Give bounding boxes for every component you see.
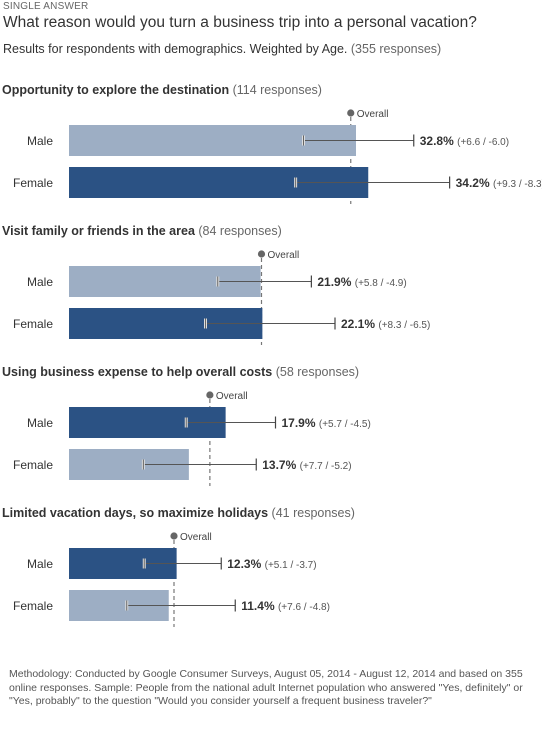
group-response-count: (114 responses) [233,83,322,97]
overall-marker-label: Overall [268,250,300,261]
group-title-text: Visit family or friends in the area [2,224,198,238]
group-response-count: (41 responses) [272,506,355,520]
bar-value-label: 12.3% (+5.1 / -3.7) [227,557,316,571]
overall-marker-dot [347,109,355,117]
bar-category-label: Male [27,557,53,571]
bar-value: 32.8% [420,134,457,148]
bar-value-label: 34.2% (+9.3 / -8.3) [456,176,542,190]
bar-value: 12.3% [227,557,264,571]
survey-bar-chart: Opportunity to explore the destination (… [2,83,542,627]
bar-confidence-interval: (+7.7 / -5.2) [300,461,352,472]
bar-confidence-interval: (+7.6 / -4.8) [278,602,330,613]
group-response-count: (84 responses) [198,224,281,238]
group-title-text: Limited vacation days, so maximize holid… [2,506,272,520]
group-title: Visit family or friends in the area (84 … [2,224,282,238]
overall-marker-dot [206,391,214,399]
overall-marker-label: Overall [216,391,248,402]
group-title-text: Using business expense to help overall c… [2,365,276,379]
question-type-label: SINGLE ANSWER [3,1,89,12]
bar-confidence-interval: (+9.3 / -8.3) [493,179,542,190]
bar-value-label: 21.9% (+5.8 / -4.9) [317,275,406,289]
bar-category-label: Male [27,134,53,148]
group-title: Opportunity to explore the destination (… [2,83,322,97]
subtitle-text: Results for respondents with demographic… [3,42,348,56]
group-title: Limited vacation days, so maximize holid… [2,506,355,520]
bar-value: 21.9% [317,275,354,289]
bar-confidence-interval: (+5.1 / -3.7) [265,560,317,571]
overall-marker-label: Overall [357,109,389,120]
bar-category-label: Female [13,599,53,613]
bar-category-label: Male [27,416,53,430]
bar-confidence-interval: (+5.8 / -4.9) [355,278,407,289]
bar-confidence-interval: (+5.7 / -4.5) [319,419,371,430]
bar-value-label: 22.1% (+8.3 / -6.5) [341,317,430,331]
overall-marker-label: Overall [180,532,212,543]
group-title: Using business expense to help overall c… [2,365,359,379]
bar-value: 34.2% [456,176,493,190]
bar-value: 13.7% [262,458,299,472]
bar-value-label: 17.9% (+5.7 / -4.5) [282,416,371,430]
bar-value: 11.4% [241,599,278,613]
overall-marker-dot [170,532,178,540]
bar-category-label: Female [13,317,53,331]
bar-value-label: 32.8% (+6.6 / -6.0) [420,134,509,148]
bar-category-label: Female [13,458,53,472]
bar-confidence-interval: (+8.3 / -6.5) [378,320,430,331]
methodology-note: Methodology: Conducted by Google Consume… [9,668,523,707]
overall-marker-dot [257,250,266,258]
bar-value: 22.1% [341,317,378,331]
bar-category-label: Male [27,275,53,289]
group-title-text: Opportunity to explore the destination [2,83,233,97]
group-response-count: (58 responses) [276,365,359,379]
survey-question: What reason would you turn a business tr… [3,14,477,31]
bar-category-label: Female [13,176,53,190]
survey-subtitle: Results for respondents with demographic… [3,42,441,56]
bar-value-label: 13.7% (+7.7 / -5.2) [262,458,351,472]
bar-value-label: 11.4% (+7.6 / -4.8) [241,599,330,613]
subtitle-response-count: (355 responses) [350,42,442,56]
bar-confidence-interval: (+6.6 / -6.0) [457,137,509,148]
bar-value: 17.9% [282,416,319,430]
